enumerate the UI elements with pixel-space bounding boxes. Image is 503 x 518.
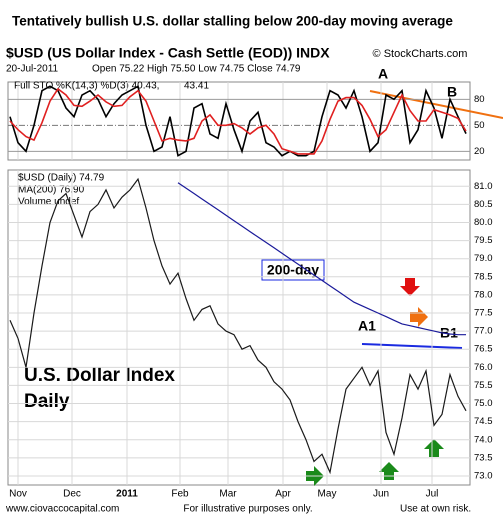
symbol: $USD (US Dollar Index - Cash Settle (EOD… bbox=[6, 45, 330, 61]
source: © StockCharts.com bbox=[373, 48, 468, 60]
trendline bbox=[361, 343, 463, 349]
annotation: Daily bbox=[24, 391, 70, 412]
series-line bbox=[177, 182, 466, 336]
series-line bbox=[9, 177, 467, 475]
quote: Open 75.22 High 75.50 Low 74.75 Close 74… bbox=[92, 64, 301, 75]
y-tick-label: 78.0 bbox=[474, 289, 493, 300]
arrow bbox=[400, 278, 420, 296]
y-tick-label: 74.0 bbox=[474, 434, 493, 445]
annotation: A bbox=[378, 66, 388, 82]
series-line bbox=[9, 87, 467, 155]
stoch-legend-value: 43.41 bbox=[184, 81, 209, 92]
legend-entry: $USD (Daily) 74.79 bbox=[18, 173, 105, 184]
y-tick-label: 76.0 bbox=[474, 362, 493, 373]
x-tick-label: Jul bbox=[426, 489, 439, 500]
y-tick-label: 75.0 bbox=[474, 398, 493, 409]
series-line bbox=[9, 85, 467, 157]
annotation: A1 bbox=[358, 318, 376, 334]
trendline bbox=[369, 90, 503, 119]
x-tick-label: 2011 bbox=[116, 489, 138, 500]
y-tick-label: 79.5 bbox=[474, 235, 493, 246]
x-tick-label: Jun bbox=[373, 489, 389, 500]
y-tick-label: 80.5 bbox=[474, 199, 493, 210]
arrow bbox=[379, 462, 399, 480]
y-tick-label: 80.0 bbox=[474, 217, 493, 228]
annotation: U.S. Dollar Index bbox=[24, 365, 175, 386]
annotation: 200-day bbox=[267, 262, 319, 278]
y-tick-label: 80 bbox=[474, 94, 485, 105]
x-tick-label: Nov bbox=[9, 489, 27, 500]
y-tick-label: 76.5 bbox=[474, 344, 493, 355]
legend-entry: MA(200) 76.90 bbox=[18, 185, 85, 196]
date: 20-Jul-2011 bbox=[6, 64, 59, 75]
annotation: B1 bbox=[440, 325, 458, 341]
legend-entry: Volume undef bbox=[18, 197, 79, 208]
x-tick-label: May bbox=[318, 489, 337, 500]
y-tick-label: 77.5 bbox=[474, 308, 493, 319]
y-tick-label: 73.0 bbox=[474, 470, 493, 481]
x-tick-label: Dec bbox=[63, 489, 81, 500]
y-tick-label: 75.5 bbox=[474, 380, 493, 391]
arrow bbox=[424, 439, 444, 457]
stoch-panel bbox=[7, 81, 471, 161]
y-tick-label: 78.5 bbox=[474, 271, 493, 282]
y-tick-label: 77.0 bbox=[474, 326, 493, 337]
footer: Use at own risk. bbox=[400, 504, 471, 515]
x-tick-label: Feb bbox=[171, 489, 189, 500]
annotation: B bbox=[447, 84, 457, 100]
y-tick-label: 20 bbox=[474, 146, 485, 157]
y-tick-label: 79.0 bbox=[474, 253, 493, 264]
footer: www.ciovaccocapital.com bbox=[5, 504, 119, 515]
label-box bbox=[261, 259, 325, 281]
x-tick-label: Mar bbox=[219, 489, 237, 500]
y-tick-label: 73.5 bbox=[474, 452, 493, 463]
y-tick-label: 81.0 bbox=[474, 181, 493, 192]
chart-title: Tentatively bullish U.S. dollar stalling… bbox=[12, 14, 453, 29]
price-panel bbox=[7, 169, 471, 486]
y-tick-label: 50 bbox=[474, 120, 485, 131]
stoch-legend: Full STO %K(14,3) %D(3) 40.43, bbox=[14, 81, 159, 92]
arrow bbox=[410, 307, 428, 327]
y-tick-label: 74.5 bbox=[474, 416, 493, 427]
footer: For illustrative purposes only. bbox=[183, 504, 312, 515]
x-tick-label: Apr bbox=[275, 489, 291, 500]
